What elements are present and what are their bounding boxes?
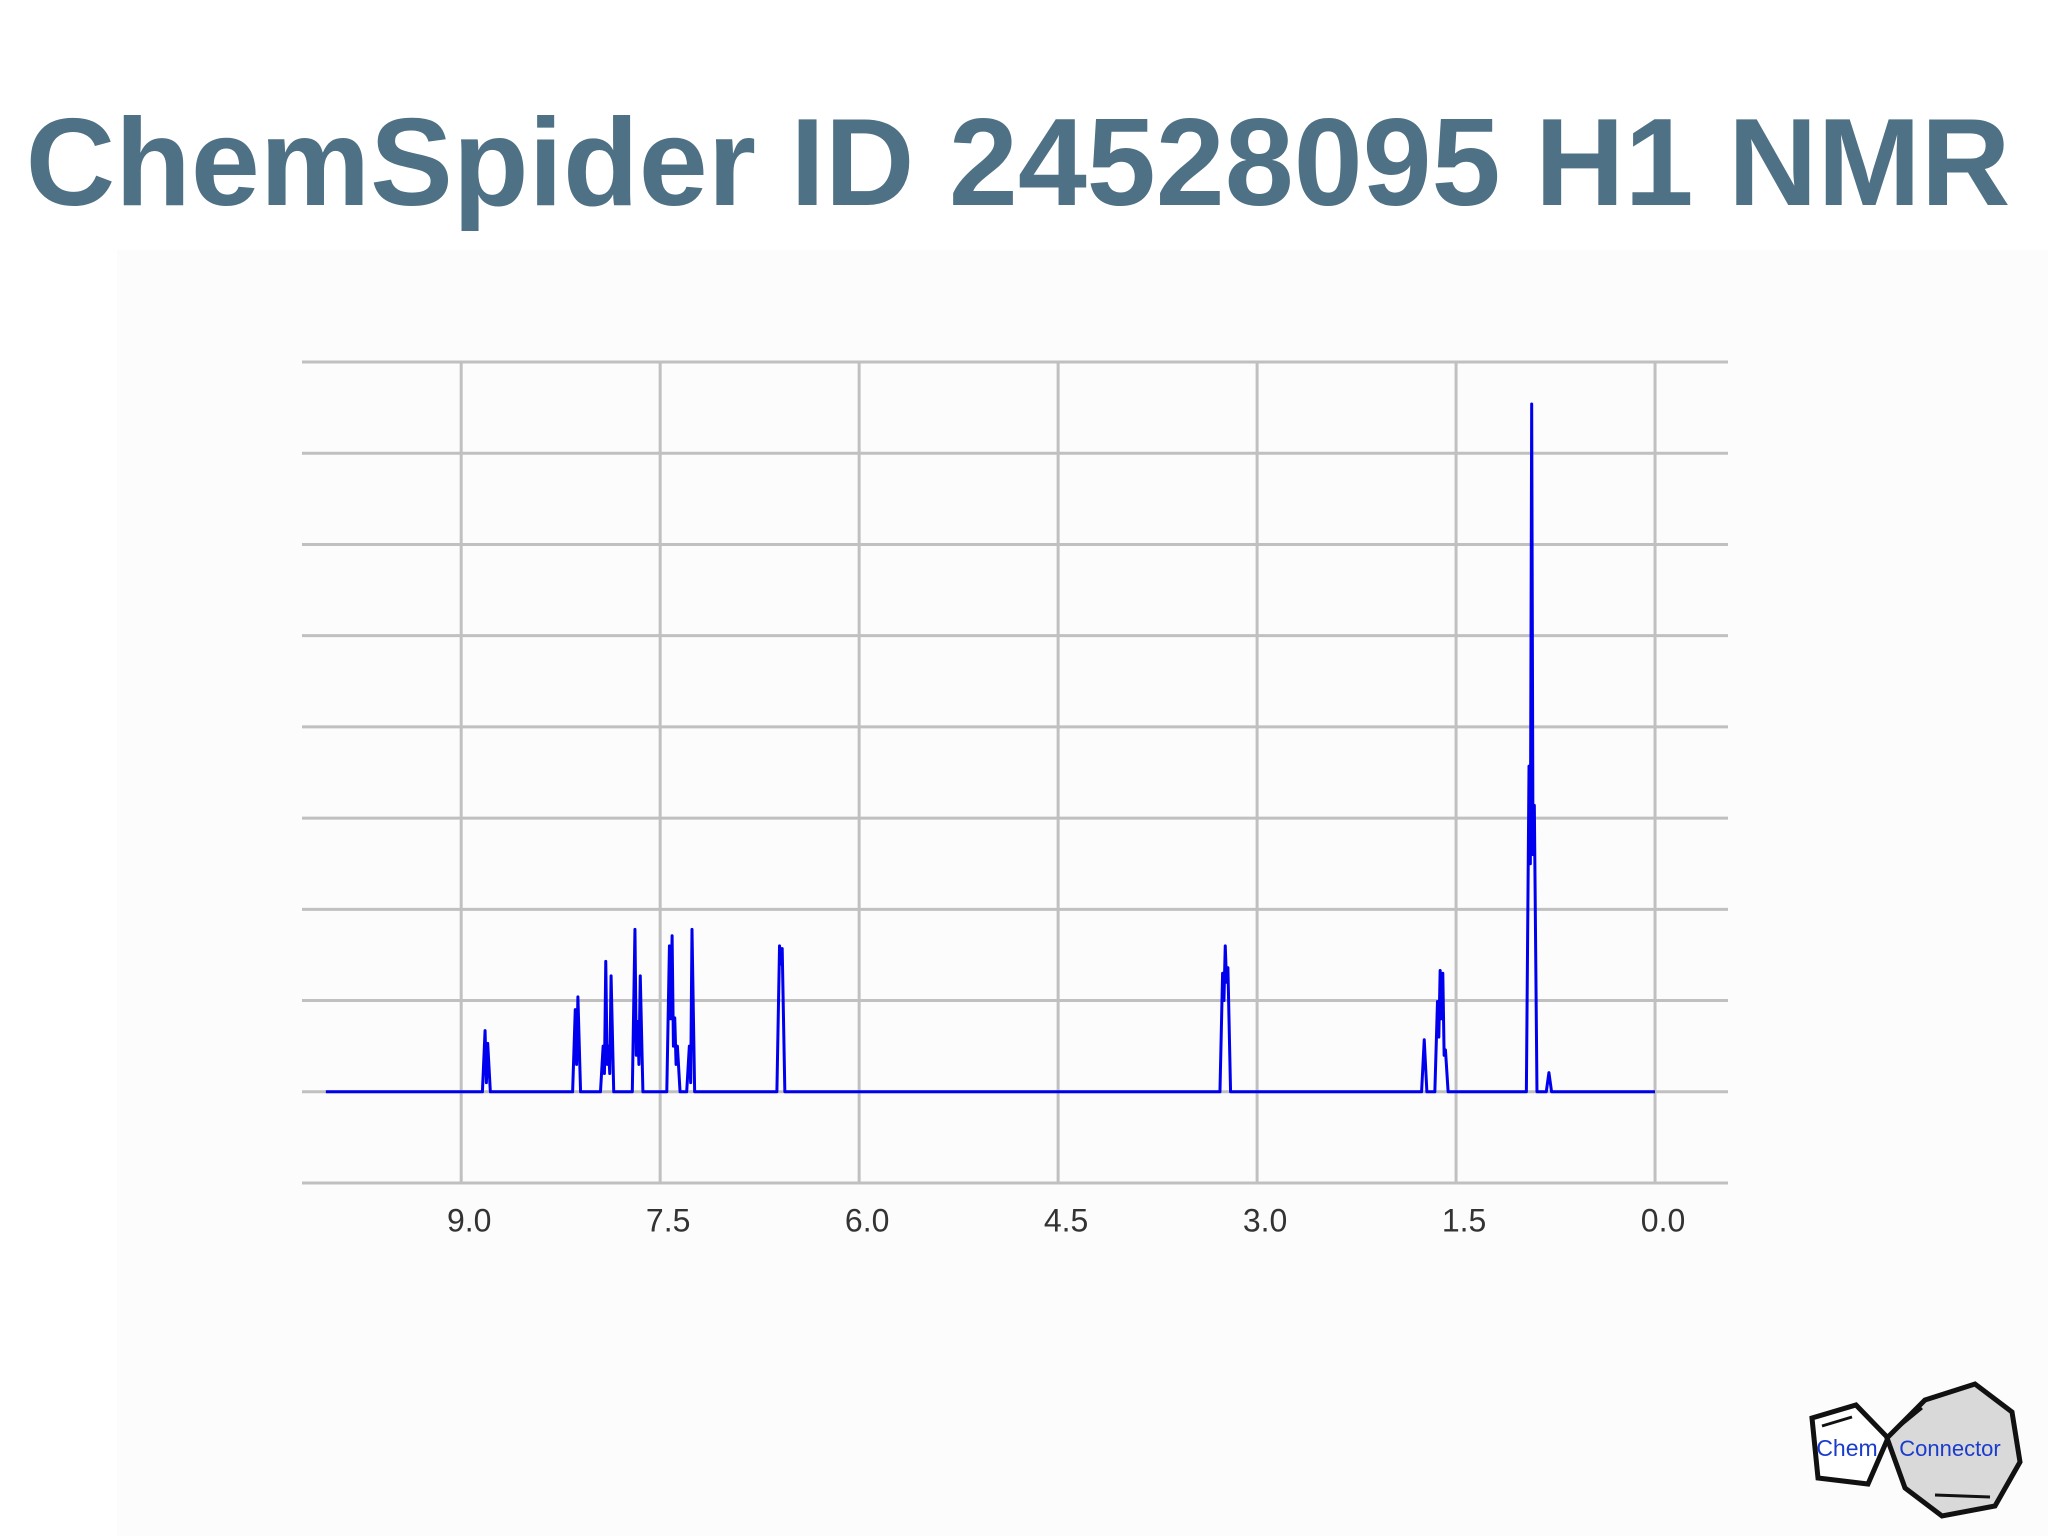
logo-bond [1899, 1406, 1923, 1428]
logo-octagon [1884, 1381, 2023, 1519]
logo: Chem Connector [1809, 1381, 2023, 1519]
logo-text: Chem [1816, 1435, 1877, 1461]
x-tick-label: 3.0 [1243, 1202, 1287, 1238]
logo-text: Connector [1899, 1436, 2001, 1461]
x-tick-label: 9.0 [447, 1202, 491, 1238]
logo-bond [1821, 1415, 1853, 1428]
x-tick-label: 7.5 [646, 1202, 690, 1238]
chart-title: ChemSpider ID 24528095 H1 NMR [26, 94, 2011, 232]
logo-bond [1934, 1493, 1991, 1499]
slide-panel [117, 250, 2048, 1536]
x-ticks: 10.59.07.56.04.53.01.50.0 [447, 1202, 1685, 1238]
x-tick-label: 0.0 [1641, 1202, 1685, 1238]
x-tick-label: 4.5 [1044, 1202, 1088, 1238]
grid [302, 360, 1728, 1185]
x-tick-label: 6.0 [845, 1202, 889, 1238]
spectrum-line [325, 402, 1656, 1094]
x-tick-label: 1.5 [1442, 1202, 1486, 1238]
series [325, 402, 1656, 1094]
